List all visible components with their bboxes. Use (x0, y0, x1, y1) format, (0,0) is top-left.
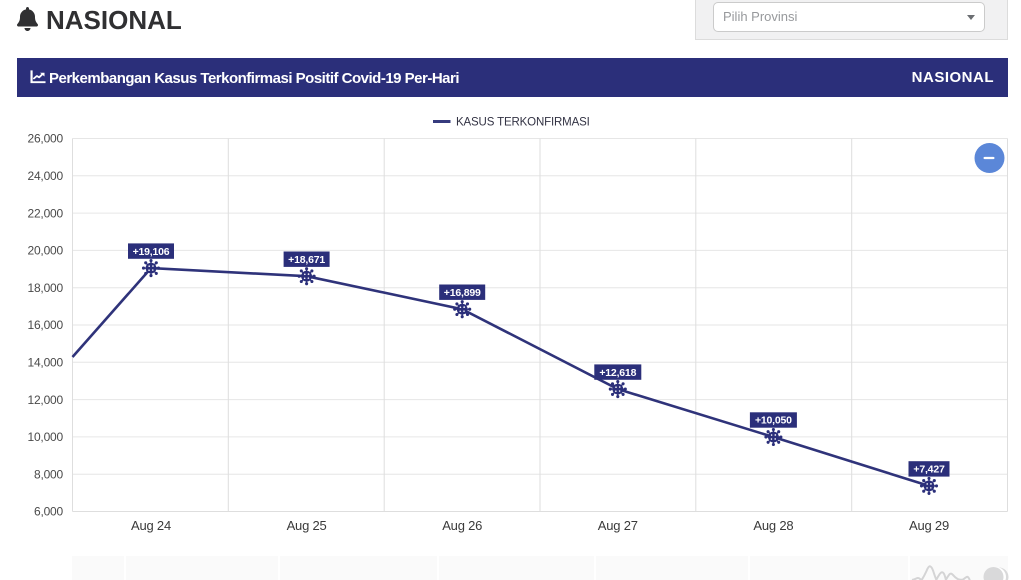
svg-text:+16,899: +16,899 (444, 287, 481, 299)
svg-text:Aug 27: Aug 27 (598, 518, 638, 533)
svg-text:Aug 24: Aug 24 (131, 518, 171, 533)
svg-text:16,000: 16,000 (27, 318, 63, 332)
svg-text:8,000: 8,000 (34, 467, 64, 481)
svg-text:6,000: 6,000 (34, 505, 64, 519)
svg-text:Aug 26: Aug 26 (442, 518, 482, 533)
svg-text:+19,106: +19,106 (133, 246, 170, 258)
svg-text:+18,671: +18,671 (288, 254, 325, 266)
svg-text:+7,427: +7,427 (913, 464, 945, 476)
svg-text:KASUS TERKONFIRMASI: KASUS TERKONFIRMASI (456, 117, 590, 129)
svg-text:Aug 29: Aug 29 (909, 518, 949, 533)
svg-text:24,000: 24,000 (27, 169, 63, 183)
svg-text:14,000: 14,000 (27, 356, 63, 370)
svg-text:+10,050: +10,050 (755, 415, 792, 427)
svg-text:Aug 28: Aug 28 (753, 518, 793, 533)
svg-text:+12,618: +12,618 (599, 367, 636, 379)
svg-text:26,000: 26,000 (27, 132, 63, 146)
svg-text:12,000: 12,000 (27, 393, 63, 407)
svg-text:20,000: 20,000 (27, 244, 63, 258)
svg-text:22,000: 22,000 (27, 206, 63, 220)
svg-text:Aug 25: Aug 25 (287, 518, 327, 533)
svg-text:18,000: 18,000 (27, 281, 63, 295)
svg-text:10,000: 10,000 (27, 430, 63, 444)
